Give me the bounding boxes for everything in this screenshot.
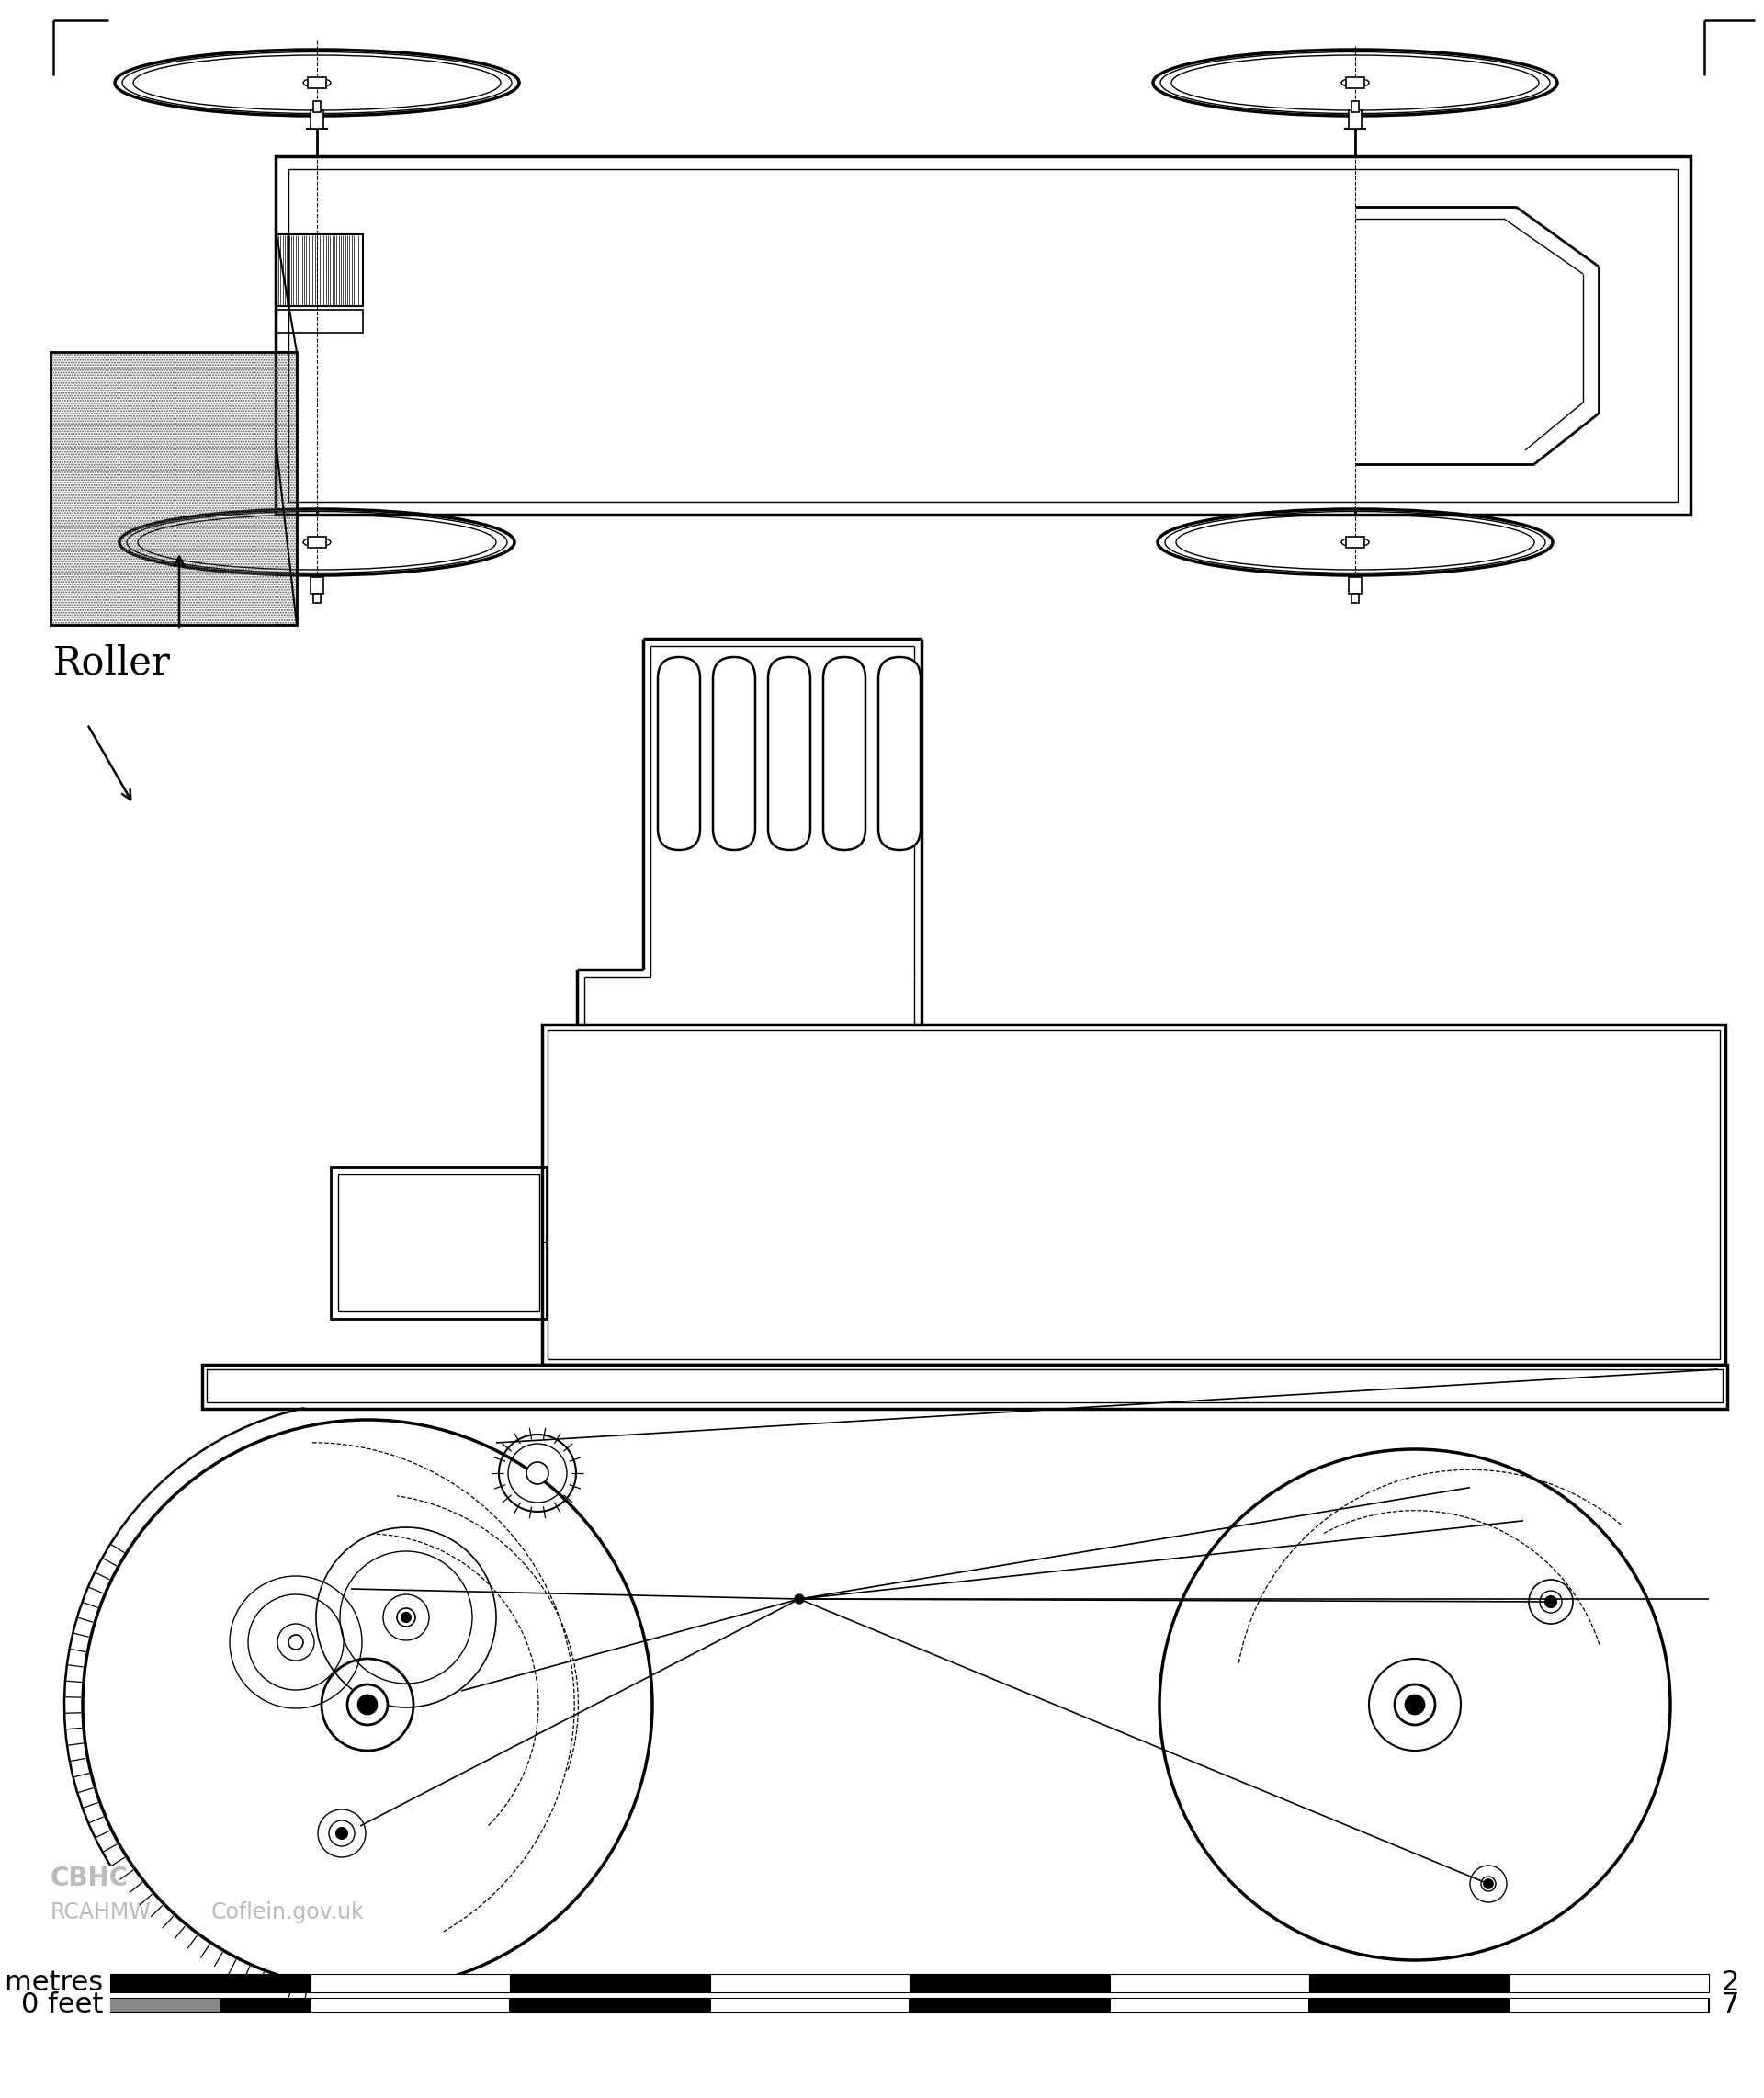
- Circle shape: [526, 1462, 549, 1483]
- Bar: [1351, 101, 1358, 111]
- Bar: [339, 1175, 540, 1311]
- Bar: [510, 1974, 709, 1993]
- Text: 0 feet: 0 feet: [21, 1991, 102, 2018]
- Circle shape: [796, 1594, 804, 1603]
- Bar: [1351, 594, 1358, 602]
- Bar: [1349, 577, 1362, 594]
- Bar: [542, 1024, 1725, 1364]
- Circle shape: [397, 1609, 415, 1626]
- Bar: [314, 101, 321, 111]
- Bar: [307, 78, 326, 88]
- Bar: [275, 155, 1690, 514]
- Bar: [109, 1999, 220, 2012]
- Text: 7: 7: [1722, 1991, 1739, 2018]
- FancyBboxPatch shape: [878, 657, 921, 850]
- Bar: [310, 1999, 510, 2012]
- Bar: [1309, 1974, 1508, 1993]
- FancyBboxPatch shape: [824, 657, 866, 850]
- Bar: [109, 1974, 310, 1993]
- Bar: [289, 170, 1678, 501]
- Circle shape: [402, 1613, 411, 1622]
- Text: RCAHMW: RCAHMW: [51, 1901, 152, 1924]
- Bar: [51, 352, 296, 625]
- Bar: [310, 111, 323, 128]
- Bar: [1110, 1974, 1309, 1993]
- Circle shape: [1406, 1695, 1424, 1714]
- Text: Coflein.gov.uk: Coflein.gov.uk: [212, 1901, 365, 1924]
- Bar: [109, 1997, 1709, 2012]
- Circle shape: [1395, 1685, 1436, 1725]
- Text: Roller: Roller: [53, 644, 171, 682]
- Bar: [1510, 1999, 1708, 2012]
- Circle shape: [1484, 1880, 1492, 1888]
- Bar: [1349, 111, 1362, 128]
- FancyBboxPatch shape: [713, 657, 755, 850]
- Bar: [709, 1974, 910, 1993]
- Bar: [547, 1030, 1720, 1360]
- Bar: [1346, 537, 1364, 548]
- Circle shape: [337, 1827, 348, 1838]
- Text: 2: 2: [1722, 1970, 1739, 1997]
- FancyBboxPatch shape: [658, 657, 700, 850]
- Bar: [307, 537, 326, 548]
- Bar: [332, 1166, 547, 1320]
- Bar: [275, 311, 363, 334]
- Bar: [275, 235, 363, 306]
- Bar: [314, 594, 321, 602]
- Bar: [310, 1974, 510, 1993]
- Bar: [206, 1370, 1723, 1401]
- Bar: [711, 1999, 908, 2012]
- Bar: [51, 352, 296, 625]
- Bar: [1508, 1974, 1709, 1993]
- Circle shape: [348, 1685, 388, 1725]
- FancyBboxPatch shape: [767, 657, 810, 850]
- Bar: [310, 577, 323, 594]
- Bar: [203, 1364, 1727, 1408]
- Circle shape: [358, 1695, 377, 1714]
- Text: 0 metres: 0 metres: [0, 1970, 102, 1997]
- Bar: [1346, 78, 1364, 88]
- Text: CBHC: CBHC: [51, 1865, 129, 1890]
- Bar: [910, 1974, 1110, 1993]
- Bar: [1110, 1999, 1309, 2012]
- Circle shape: [1545, 1597, 1556, 1607]
